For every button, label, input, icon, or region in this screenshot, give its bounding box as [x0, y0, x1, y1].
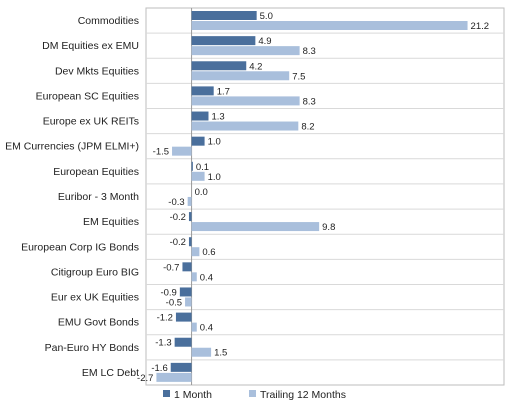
category-label: EMU Govt Bonds — [58, 317, 139, 329]
bar-trailing-12-months — [191, 96, 300, 106]
data-label: 1.3 — [211, 112, 224, 123]
data-label: 1.7 — [217, 86, 230, 97]
data-label: 8.2 — [301, 122, 314, 133]
grid-lines — [145, 7, 505, 386]
data-label: -1.2 — [157, 313, 173, 324]
bar-one-month — [191, 11, 257, 20]
data-label: 8.3 — [303, 96, 316, 107]
bar-one-month — [191, 161, 193, 171]
data-label: 8.3 — [303, 46, 316, 57]
data-label: 0.4 — [200, 272, 213, 283]
data-label: 0.6 — [202, 247, 215, 258]
data-label: 0.0 — [195, 187, 208, 198]
bar-trailing-12-months — [185, 297, 192, 307]
data-label: 1.0 — [208, 172, 221, 183]
data-label: -0.2 — [170, 237, 186, 248]
bar-trailing-12-months — [191, 21, 468, 30]
data-label: -0.5 — [166, 297, 182, 308]
category-label: DM Equities ex EMU — [42, 40, 139, 52]
bar-trailing-12-months — [191, 322, 197, 332]
legend: 1 Month Trailing 12 Months — [163, 389, 346, 401]
data-label: -2.7 — [137, 373, 153, 384]
bar-trailing-12-months — [191, 272, 197, 282]
category-label: European Corp IG Bonds — [21, 241, 139, 253]
bar-trailing-12-months — [191, 247, 200, 257]
bar-one-month — [191, 111, 209, 121]
data-label: 0.1 — [196, 162, 209, 173]
category-label: Dev Mkts Equities — [55, 65, 139, 77]
bar-trailing-12-months — [172, 146, 192, 156]
bar-trailing-12-months — [191, 222, 320, 232]
data-label: -0.3 — [168, 197, 184, 208]
data-label: -1.6 — [151, 363, 167, 374]
bar-trailing-12-months — [191, 71, 290, 81]
category-label: Citigroup Euro BIG — [51, 266, 139, 278]
data-label: 5.0 — [260, 11, 273, 22]
bar-trailing-12-months — [191, 46, 300, 56]
bar-one-month — [175, 312, 192, 322]
bar-one-month — [188, 237, 192, 247]
category-label: European Equities — [53, 166, 139, 178]
bar-one-month — [191, 36, 256, 46]
bar-trailing-12-months — [187, 196, 192, 206]
category-label: Commodities — [78, 15, 139, 27]
data-label: 1.5 — [214, 348, 227, 359]
bar-one-month — [188, 212, 192, 222]
bar-one-month — [179, 287, 192, 297]
data-label: -0.2 — [170, 212, 186, 223]
bar-trailing-12-months — [156, 372, 192, 382]
data-label: -1.3 — [155, 338, 171, 349]
data-label: 0.4 — [200, 323, 213, 334]
bar-one-month — [174, 337, 192, 347]
bar-one-month — [191, 136, 205, 146]
legend-label: Trailing 12 Months — [260, 389, 346, 401]
category-label: EM LC Debt — [82, 367, 139, 379]
data-label: -0.7 — [163, 262, 179, 273]
legend-swatch — [249, 390, 256, 397]
data-label: 9.8 — [322, 222, 335, 233]
category-label: Eur ex UK Equities — [51, 292, 139, 304]
bar-one-month — [191, 61, 247, 71]
bar-trailing-12-months — [191, 121, 299, 131]
data-label: 21.2 — [471, 21, 490, 32]
category-label: EM Currencies (JPM ELMI+) — [5, 141, 139, 153]
data-label: -1.5 — [153, 147, 169, 158]
bar-one-month — [182, 262, 192, 272]
bar-trailing-12-months — [191, 171, 205, 181]
category-label: Pan-Euro HY Bonds — [45, 342, 139, 354]
category-label: EM Equities — [83, 216, 139, 228]
bar-one-month — [170, 362, 192, 372]
category-label: Euribor - 3 Month — [58, 191, 139, 203]
data-label: 7.5 — [292, 71, 305, 82]
data-label: 4.2 — [249, 61, 262, 72]
data-label: 1.0 — [208, 137, 221, 148]
category-label: European SC Equities — [36, 90, 139, 102]
legend-swatch — [163, 390, 170, 397]
bar-trailing-12-months — [191, 347, 212, 357]
category-label: Europe ex UK REITs — [43, 116, 139, 128]
plot-frame — [145, 7, 505, 386]
data-label: -0.9 — [160, 287, 176, 298]
bars — [156, 11, 468, 382]
bar-one-month — [191, 86, 214, 96]
data-label: 4.9 — [258, 36, 271, 47]
labels: Commodities 5.0 21.2 DM Equities ex EMU 4.9 8… — [5, 11, 489, 384]
legend-label: 1 Month — [174, 389, 212, 401]
